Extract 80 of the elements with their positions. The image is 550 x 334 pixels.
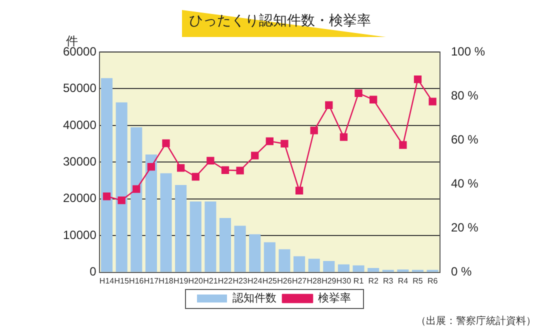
x-tick-label: R1 — [353, 276, 364, 286]
bar — [116, 102, 128, 272]
y2-tick-label: 60 % — [450, 132, 479, 146]
point — [266, 137, 274, 146]
x-tick-label: H28 — [306, 276, 322, 286]
bar — [234, 226, 246, 272]
x-tick-label: H26 — [277, 276, 292, 286]
x-tick-label: H21 — [203, 276, 218, 286]
x-tick-label: H16 — [129, 276, 144, 286]
bar — [249, 234, 261, 272]
bar — [368, 268, 380, 272]
bar — [130, 127, 142, 272]
point — [118, 196, 126, 204]
y-tick-label: 40000 — [62, 118, 97, 132]
x-tick-label: H24 — [248, 276, 263, 286]
y2-tick-label: 20 % — [450, 220, 479, 235]
x-tick-label: R6 — [427, 276, 438, 286]
point — [221, 166, 230, 174]
legend-label: 認知件数 — [232, 292, 276, 305]
bar — [145, 154, 157, 272]
point — [370, 96, 378, 104]
text: （出展：警察庁統計資料） — [416, 314, 536, 328]
x-tick-label: H18 — [158, 276, 174, 286]
y2-tick-label: 100 % — [450, 44, 486, 58]
x-tick-label: R2 — [368, 276, 379, 286]
bar — [278, 249, 290, 272]
x-tick-label: R4 — [398, 276, 409, 286]
point — [399, 141, 407, 149]
bar — [264, 242, 276, 272]
x-tick-label: H27 — [292, 276, 308, 286]
point — [192, 172, 200, 181]
point — [340, 133, 348, 141]
x-tick-label: H30 — [336, 276, 352, 286]
y-tick-label: 0 — [90, 264, 97, 279]
point — [147, 162, 156, 171]
y2-tick-label: 0 % — [450, 264, 472, 279]
point — [251, 152, 259, 160]
bar — [352, 265, 364, 272]
bar — [323, 261, 335, 272]
bar — [204, 202, 216, 272]
bar — [308, 258, 320, 272]
point — [428, 98, 436, 106]
x-tick-label: H25 — [262, 276, 278, 286]
point — [176, 164, 185, 172]
bar — [397, 269, 409, 272]
y2-tick-label: 80 % — [450, 88, 479, 102]
point — [162, 139, 170, 148]
legend-label: 検挙率 — [318, 292, 351, 305]
point — [310, 126, 318, 134]
bar — [101, 78, 113, 272]
x-tick-label: H29 — [322, 276, 337, 286]
y-tick-label: 10000 — [62, 228, 97, 242]
x-tick-label: H22 — [218, 276, 234, 286]
y-tick-label: 30000 — [62, 154, 97, 169]
point — [236, 166, 244, 174]
point — [414, 75, 422, 84]
x-tick-label: H14 — [99, 276, 115, 286]
x-tick-label: R5 — [412, 276, 424, 286]
y-tick-label: 50000 — [62, 81, 97, 96]
point — [102, 192, 111, 200]
y-tick-label: 20000 — [62, 191, 97, 206]
bar — [294, 256, 306, 272]
bar — [175, 184, 187, 272]
x-tick-label: R3 — [383, 276, 394, 286]
point — [132, 185, 140, 193]
point — [354, 89, 362, 98]
bar — [160, 173, 172, 272]
bar — [190, 202, 202, 272]
point — [325, 101, 333, 109]
x-tick-label: H20 — [188, 276, 204, 286]
point — [206, 156, 214, 164]
bar — [338, 264, 350, 272]
point — [295, 186, 304, 194]
x-tick-label: H19 — [173, 276, 189, 286]
point — [280, 140, 288, 148]
x-tick-label: H15 — [114, 276, 130, 286]
x-tick-label: H23 — [232, 276, 248, 286]
bar — [219, 218, 232, 272]
x-tick-label: H17 — [144, 276, 160, 286]
y2-tick-label: 40 % — [450, 176, 479, 191]
